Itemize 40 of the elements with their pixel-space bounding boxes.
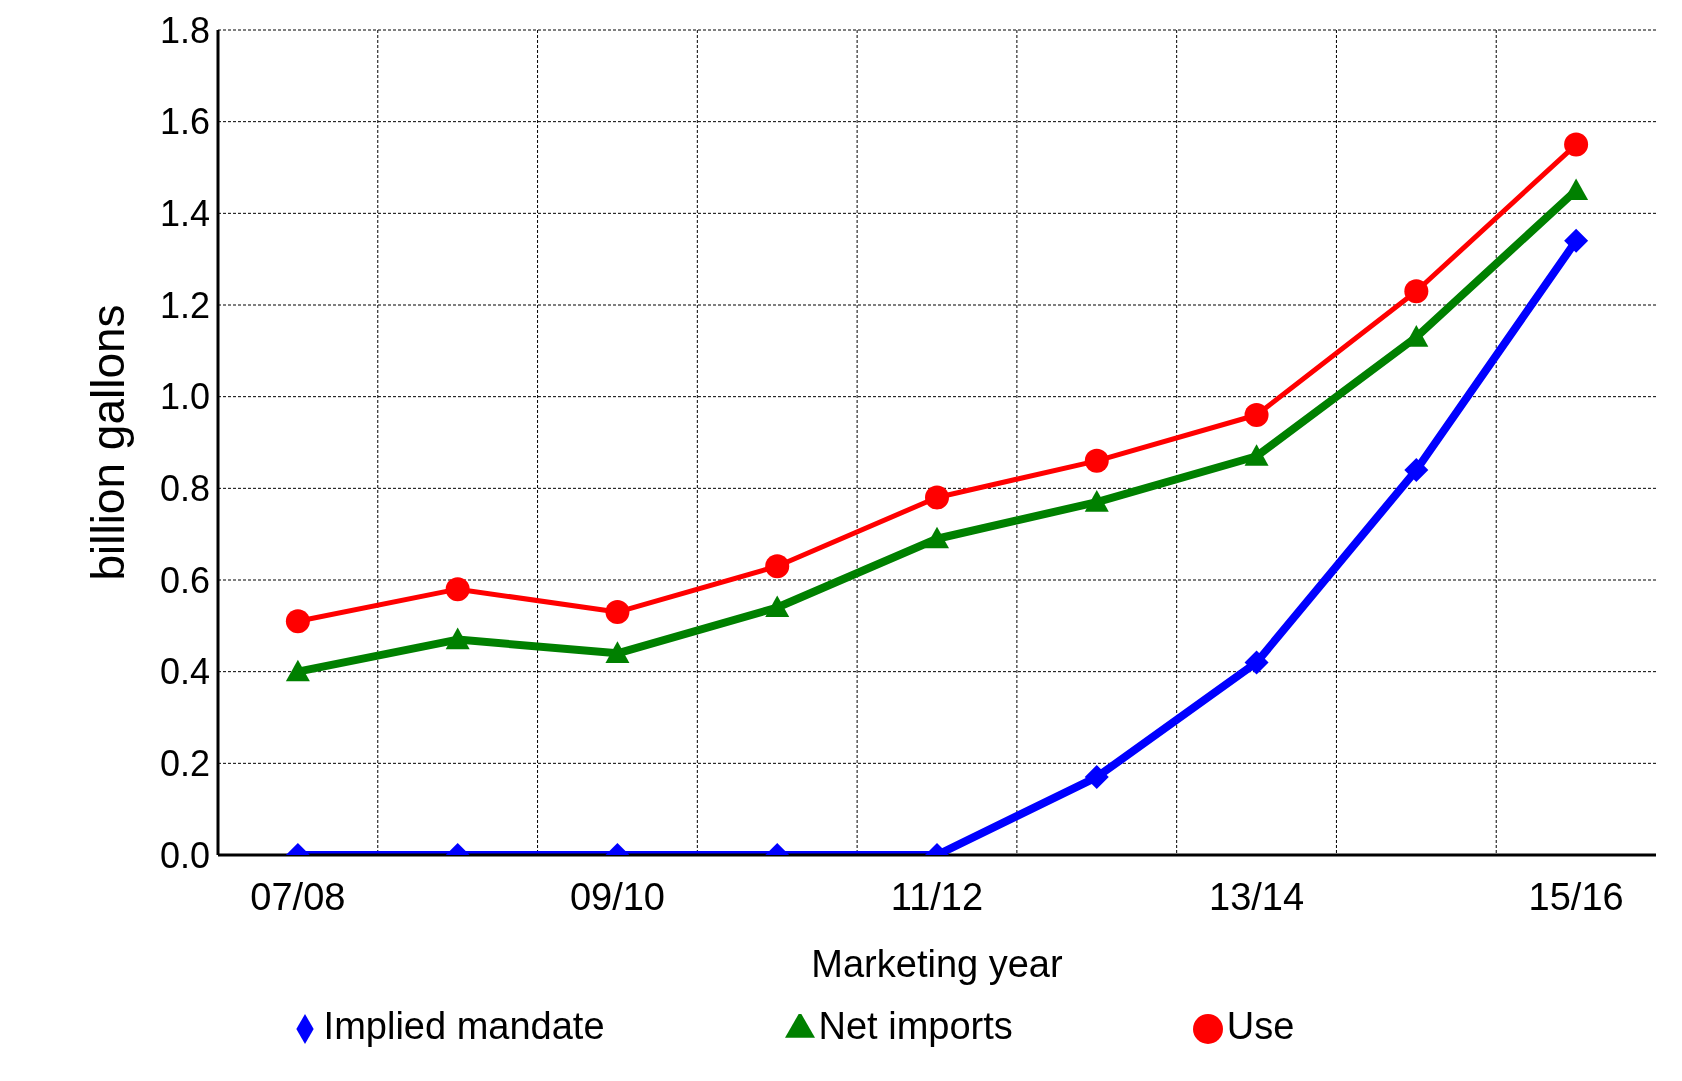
y-tick-label: 0.4 <box>159 651 210 693</box>
point <box>285 609 310 634</box>
point <box>445 577 470 602</box>
y-tick-label: 1.4 <box>159 193 210 235</box>
point <box>1404 279 1429 304</box>
point <box>1084 448 1109 473</box>
legend-label: Implied mandate <box>323 1005 605 1047</box>
point <box>1404 458 1429 482</box>
y-tick-label: 0.6 <box>159 559 210 601</box>
x-axis-title: Marketing year <box>811 943 1063 985</box>
y-tick-label: 1.2 <box>159 284 210 326</box>
point <box>1564 228 1589 253</box>
point <box>1084 765 1109 790</box>
point <box>1084 490 1109 512</box>
legend-label: Net imports <box>818 1005 1013 1047</box>
x-tick-label: 09/10 <box>569 875 665 918</box>
point <box>285 659 310 682</box>
point <box>765 595 790 618</box>
point <box>1244 444 1269 466</box>
y-tick-label: 0.2 <box>159 743 210 785</box>
point <box>1244 403 1269 427</box>
y-tick-label: 1.6 <box>159 101 210 143</box>
x-tick-label: 11/12 <box>890 875 984 918</box>
y-axis-title: billion gallons <box>82 304 135 581</box>
y-tick-label: 1.8 <box>159 9 210 51</box>
point <box>925 485 949 510</box>
legend-label: Use <box>1226 1005 1295 1047</box>
y-tick-label: 1.0 <box>159 376 210 418</box>
x-tick-label: 15/16 <box>1528 875 1624 918</box>
y-tick-label: 0.0 <box>159 834 210 876</box>
point <box>1244 650 1269 675</box>
point <box>605 641 630 663</box>
point <box>1564 132 1589 157</box>
point <box>445 627 470 650</box>
point <box>765 554 790 579</box>
x-tick-label: 13/14 <box>1209 875 1305 918</box>
point <box>605 600 630 625</box>
x-tick-label: 07/08 <box>250 875 346 918</box>
y-tick-label: 0.8 <box>159 468 210 510</box>
point <box>925 526 949 549</box>
